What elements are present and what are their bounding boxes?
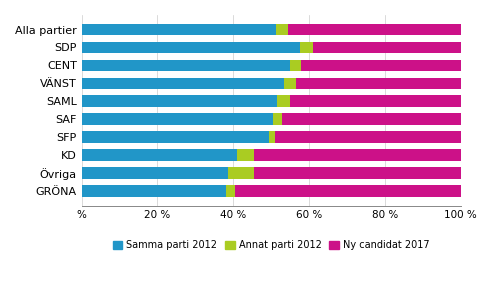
Bar: [82, 149, 237, 161]
Bar: [82, 59, 290, 71]
Bar: [290, 95, 461, 107]
Bar: [226, 185, 235, 197]
Bar: [82, 24, 277, 35]
Bar: [302, 59, 461, 71]
Bar: [273, 114, 282, 125]
Bar: [277, 95, 290, 107]
Bar: [300, 42, 313, 53]
Bar: [290, 59, 302, 71]
Bar: [82, 185, 226, 197]
Bar: [237, 149, 254, 161]
Bar: [275, 131, 461, 143]
Bar: [254, 167, 461, 179]
Bar: [227, 167, 254, 179]
Bar: [82, 167, 227, 179]
Bar: [235, 185, 461, 197]
Bar: [82, 95, 277, 107]
Bar: [82, 131, 269, 143]
Bar: [82, 114, 273, 125]
Bar: [269, 131, 275, 143]
Bar: [254, 149, 461, 161]
Bar: [313, 42, 461, 53]
Bar: [296, 78, 461, 89]
Legend: Samma parti 2012, Annat parti 2012, Ny candidat 2017: Samma parti 2012, Annat parti 2012, Ny c…: [109, 236, 433, 254]
Bar: [82, 42, 300, 53]
Bar: [284, 78, 296, 89]
Bar: [277, 24, 288, 35]
Bar: [282, 114, 461, 125]
Bar: [82, 78, 284, 89]
Bar: [288, 24, 461, 35]
